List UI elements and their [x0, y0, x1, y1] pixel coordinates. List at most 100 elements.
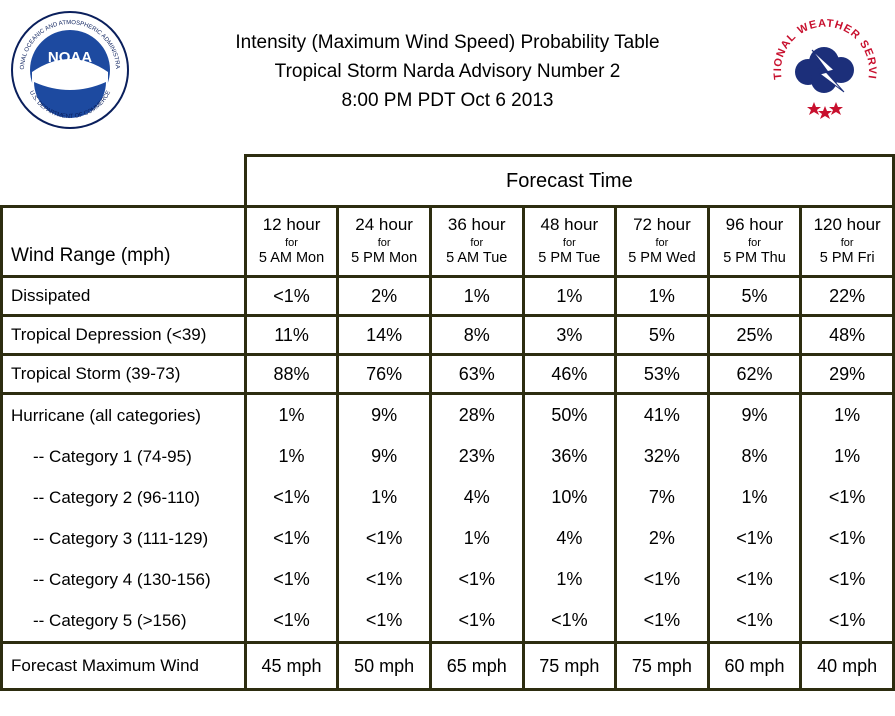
table-cell: 75 mph — [521, 641, 618, 691]
row-label: Hurricane (all categories) — [0, 392, 247, 436]
table-cell: 75 mph — [614, 641, 710, 691]
wind-range-header: Wind Range (mph) — [0, 205, 247, 278]
table-cell: 9% — [336, 392, 432, 436]
table-cell: <1% — [614, 600, 710, 644]
table-cell: 1% — [243, 436, 340, 477]
table-cell: <1% — [243, 600, 340, 644]
table-row: -- Category 5 (>156) <1% <1% <1% <1% <1%… — [0, 600, 895, 644]
table-cell: <1% — [243, 275, 340, 317]
table-row: Dissipated <1% 2% 1% 1% 1% 5% 22% — [0, 275, 895, 317]
table-cell: <1% — [428, 600, 525, 644]
row-label: Forecast Maximum Wind — [0, 641, 247, 691]
table-cell: 1% — [706, 477, 803, 518]
table-cell: 8% — [428, 314, 525, 356]
table-cell: 28% — [428, 392, 525, 436]
table-cell: 76% — [336, 353, 432, 395]
table-cell: 4% — [521, 518, 618, 559]
table-cell: <1% — [243, 559, 340, 600]
table-cell: <1% — [799, 559, 895, 600]
table-cell: <1% — [336, 559, 432, 600]
table-cell: 8% — [706, 436, 803, 477]
noaa-logo: NOAA NATIONAL OCEANIC AND ATMOSPHERIC AD… — [10, 10, 129, 129]
column-header: 12 hour for 5 AM Mon — [243, 205, 340, 278]
row-label: Tropical Depression (<39) — [0, 314, 247, 356]
table-cell: 63% — [428, 353, 525, 395]
table-cell: 41% — [614, 392, 710, 436]
table-row: -- Category 1 (74-95) 1% 9% 23% 36% 32% … — [0, 436, 895, 477]
column-header: 120 hour for 5 PM Fri — [799, 205, 895, 278]
table-cell: 29% — [799, 353, 895, 395]
table-cell: <1% — [428, 559, 525, 600]
column-header: 36 hour for 5 AM Tue — [428, 205, 525, 278]
table-cell: <1% — [336, 600, 432, 644]
title-line-1: Intensity (Maximum Wind Speed) Probabili… — [235, 32, 660, 53]
table-cell: 1% — [521, 275, 618, 317]
table-cell: 1% — [243, 392, 340, 436]
table-cell: <1% — [799, 477, 895, 518]
table-cell: 7% — [614, 477, 710, 518]
table-cell: 45 mph — [243, 641, 340, 691]
table-cell: 25% — [706, 314, 803, 356]
row-label: -- Category 3 (111-129) — [0, 518, 247, 559]
table-cell: 36% — [521, 436, 618, 477]
table-cell: <1% — [799, 600, 895, 644]
title-line-3: 8:00 PM PDT Oct 6 2013 — [341, 90, 554, 111]
table-row: Tropical Depression (<39) 11% 14% 8% 3% … — [0, 314, 895, 356]
table-row: -- Category 4 (130-156) <1% <1% <1% 1% <… — [0, 559, 895, 600]
table-cell: 5% — [614, 314, 710, 356]
row-label: -- Category 4 (130-156) — [0, 559, 247, 600]
table-cell: 22% — [799, 275, 895, 317]
table-cell: 1% — [428, 275, 525, 317]
blank-corner — [2, 156, 246, 207]
table-cell: 2% — [614, 518, 710, 559]
table-cell: 53% — [614, 353, 710, 395]
table-cell: 32% — [614, 436, 710, 477]
table-cell: <1% — [243, 477, 340, 518]
table-cell: <1% — [243, 518, 340, 559]
table-cell: <1% — [799, 518, 895, 559]
row-label: -- Category 2 (96-110) — [0, 477, 247, 518]
row-label: -- Category 5 (>156) — [0, 600, 247, 644]
forecast-time-header: Forecast Time — [243, 154, 895, 208]
column-header: 48 hour for 5 PM Tue — [521, 205, 618, 278]
table-cell: 1% — [614, 275, 710, 317]
noaa-logo-text: NOAA — [48, 49, 92, 66]
table-cell: 60 mph — [706, 641, 803, 691]
table-cell: 4% — [428, 477, 525, 518]
table-cell: 1% — [799, 392, 895, 436]
lightning-icon — [811, 49, 845, 93]
column-header-row: Wind Range (mph) 12 hour for 5 AM Mon 24 h… — [0, 205, 895, 278]
table-cell: 50 mph — [336, 641, 432, 691]
table-cell: <1% — [706, 600, 803, 644]
table-cell: 1% — [799, 436, 895, 477]
column-header: 96 hour for 5 PM Thu — [706, 205, 803, 278]
table-cell: 3% — [521, 314, 618, 356]
table-cell: 65 mph — [428, 641, 525, 691]
title-line-2: Tropical Storm Narda Advisory Number 2 — [274, 61, 621, 82]
table-cell: 14% — [336, 314, 432, 356]
table-cell: 1% — [428, 518, 525, 559]
column-header: 24 hour for 5 PM Mon — [336, 205, 432, 278]
table-row: Forecast Maximum Wind 45 mph 50 mph 65 m… — [0, 641, 895, 691]
table-cell: 9% — [336, 436, 432, 477]
probability-table: Forecast Time Wind Range (mph) 12 hour fo… — [0, 154, 895, 691]
row-label: -- Category 1 (74-95) — [0, 436, 247, 477]
page-title: Intensity (Maximum Wind Speed) Probabili… — [150, 28, 745, 115]
table-row: -- Category 3 (111-129) <1% <1% 1% 4% 2%… — [0, 518, 895, 559]
row-label: Dissipated — [0, 275, 247, 317]
table-row: Hurricane (all categories) 1% 9% 28% 50%… — [0, 392, 895, 436]
table-cell: 10% — [521, 477, 618, 518]
table-cell: <1% — [614, 559, 710, 600]
table-cell: 9% — [706, 392, 803, 436]
nws-logo: NATIONAL WEATHER SERVICE — [764, 10, 884, 130]
table-cell: 5% — [706, 275, 803, 317]
table-cell: 62% — [706, 353, 803, 395]
table-cell: <1% — [336, 518, 432, 559]
table-cell: 1% — [521, 559, 618, 600]
table-cell: <1% — [521, 600, 618, 644]
table-cell: 46% — [521, 353, 618, 395]
table-cell: 11% — [243, 314, 340, 356]
table-cell: 23% — [428, 436, 525, 477]
table-cell: <1% — [706, 518, 803, 559]
table-cell: 48% — [799, 314, 895, 356]
